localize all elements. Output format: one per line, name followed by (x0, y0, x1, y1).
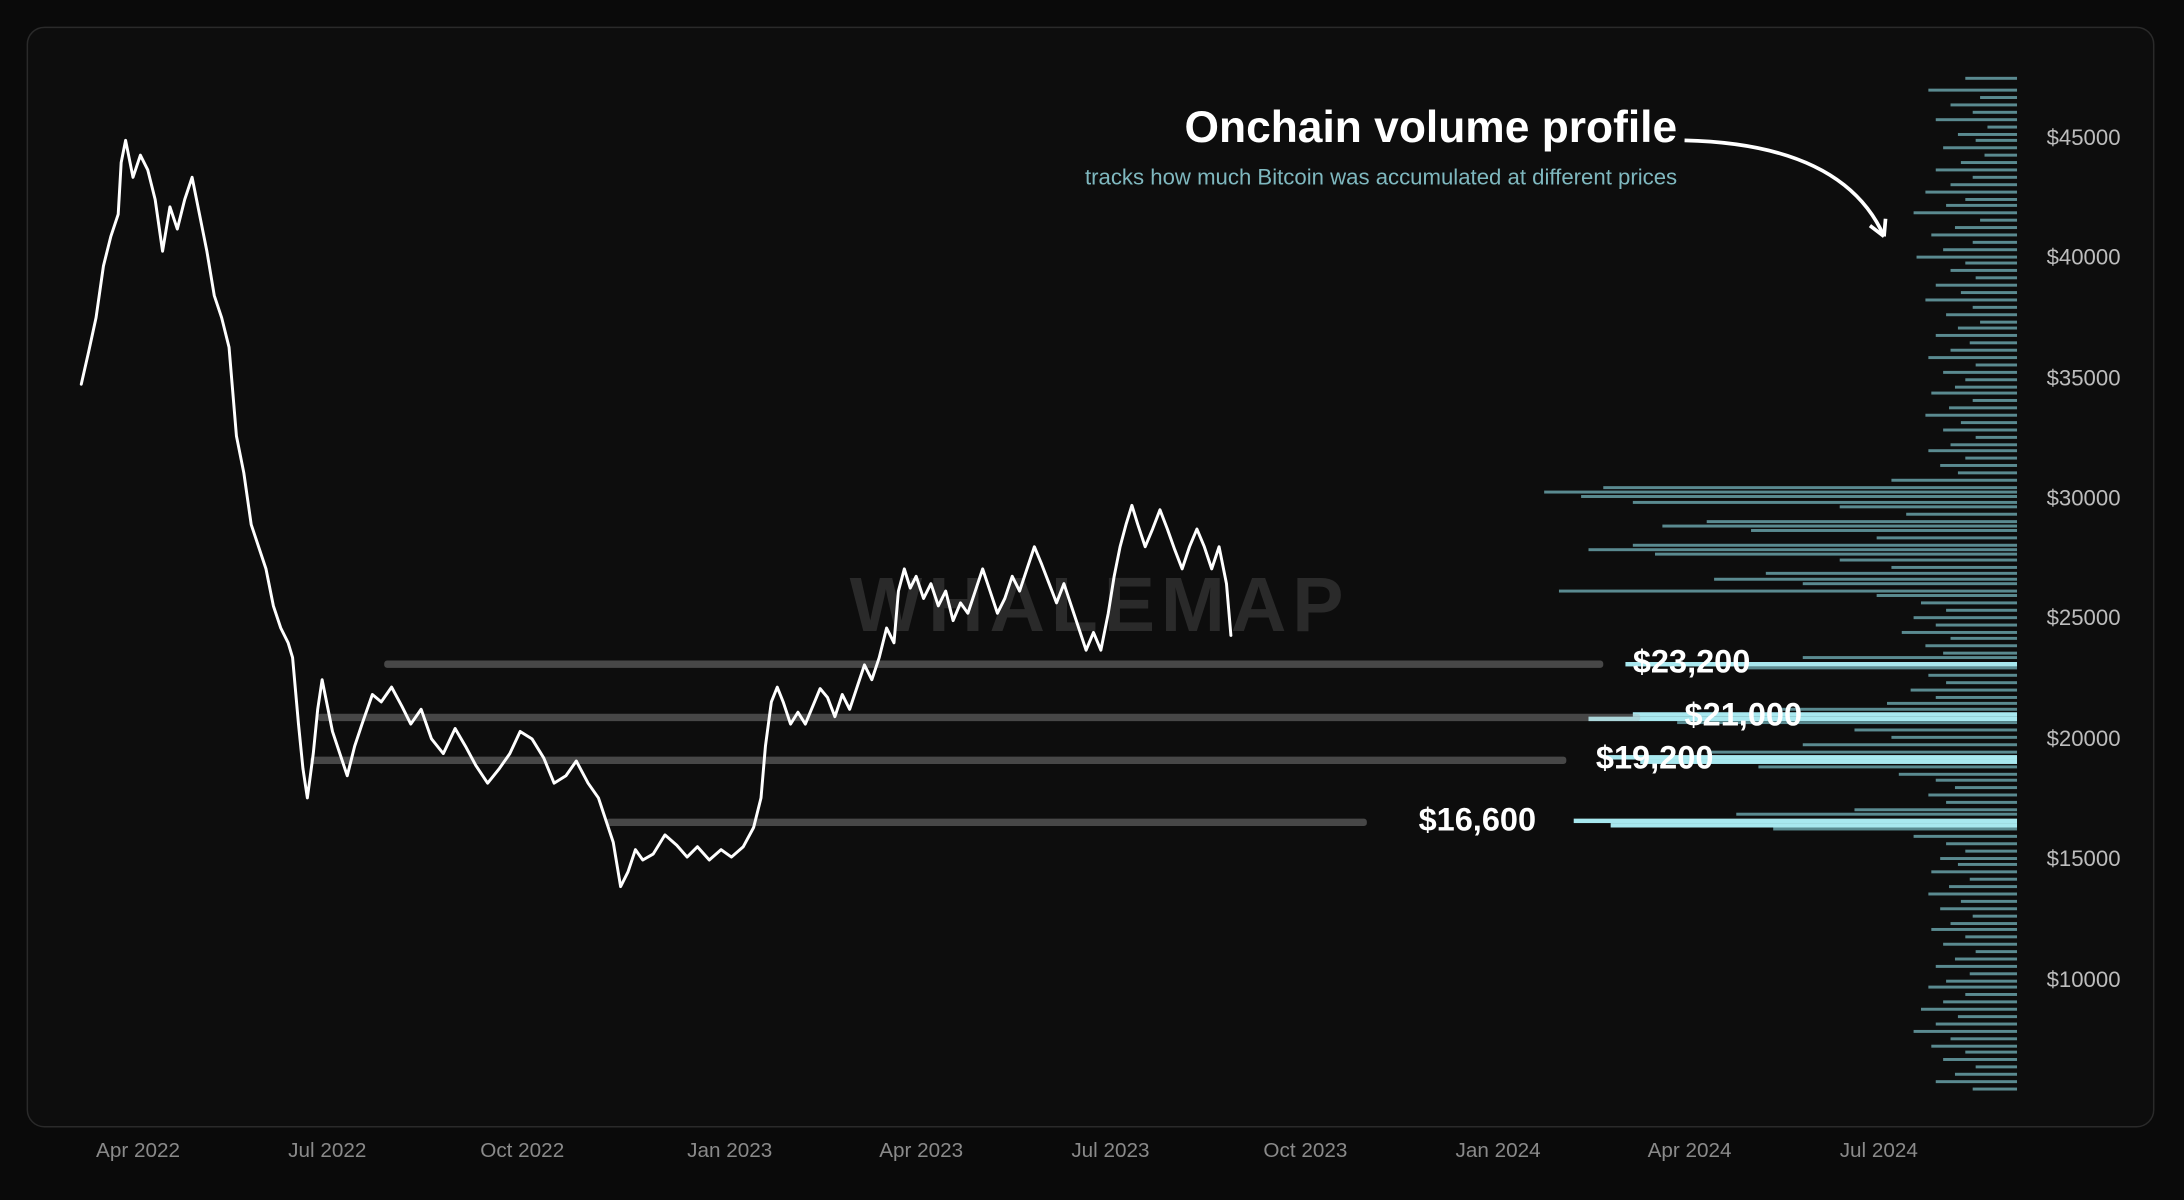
annotation-arrow (0, 0, 2184, 1200)
